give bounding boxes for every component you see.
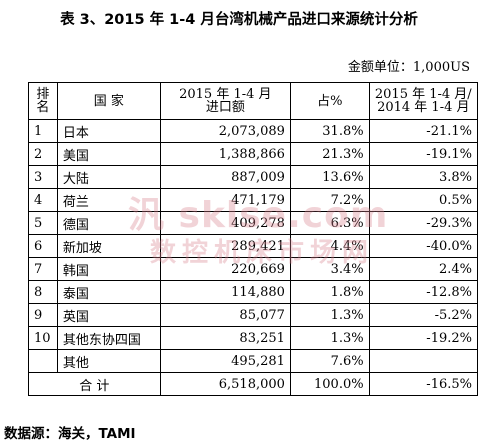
header-growth-line2: 2014 年 1-4 月 (377, 100, 470, 115)
cell-growth: 2.4% (368, 257, 478, 281)
table-row: 10 其他东协四国 83,251 1.3% -19.2% (28, 326, 478, 350)
cell-country: 新加坡 (56, 234, 161, 258)
cell-country: 德国 (56, 211, 161, 235)
cell-rank: 7 (28, 257, 58, 281)
table-row: 1 日本 2,073,089 31.8% -21.1% (28, 119, 478, 143)
cell-value: 409,278 (159, 211, 291, 235)
cell-growth: -12.8% (368, 280, 478, 304)
cell-share: 7.6% (289, 349, 370, 373)
import-source-table: 排名 国 家 2015 年 1-4 月进口额 占% 2015 年 1-4 月/2… (28, 82, 478, 396)
cell-rank: 6 (28, 234, 58, 258)
cell-share: 21.3% (289, 142, 370, 166)
cell-share: 1.3% (289, 326, 370, 350)
cell-rank: 4 (28, 188, 58, 212)
table-header-row: 排名 国 家 2015 年 1-4 月进口额 占% 2015 年 1-4 月/2… (28, 82, 478, 120)
header-share: 占% (289, 82, 370, 120)
unit-note: 金额单位：1,000US (347, 60, 470, 75)
cell-growth: -21.1% (368, 119, 478, 143)
header-value-line1: 2015 年 1-4 月 (179, 87, 272, 102)
table-row: 其他 495,281 7.6% (28, 349, 478, 373)
table-row: 6 新加坡 289,421 4.4% -40.0% (28, 234, 478, 258)
cell-share: 13.6% (289, 165, 370, 189)
total-label: 合 计 (28, 372, 161, 396)
cell-growth: -40.0% (368, 234, 478, 258)
table-row: 2 美国 1,388,866 21.3% -19.1% (28, 142, 478, 166)
cell-rank: 2 (28, 142, 58, 166)
cell-share: 1.8% (289, 280, 370, 304)
cell-rank: 8 (28, 280, 58, 304)
cell-value: 85,077 (159, 303, 291, 327)
table-row: 9 英国 85,077 1.3% -5.2% (28, 303, 478, 327)
cell-share: 7.2% (289, 188, 370, 212)
header-value-line2: 进口额 (205, 100, 245, 115)
cell-rank: 10 (28, 326, 58, 350)
cell-value: 887,009 (159, 165, 291, 189)
header-rank-line2: 名 (36, 100, 50, 115)
cell-country: 荷兰 (56, 188, 161, 212)
cell-growth: -5.2% (368, 303, 478, 327)
cell-growth: -29.3% (368, 211, 478, 235)
cell-country: 日本 (56, 119, 161, 143)
cell-value: 83,251 (159, 326, 291, 350)
header-import-value: 2015 年 1-4 月进口额 (159, 82, 291, 120)
cell-country: 英国 (56, 303, 161, 327)
table-total-row: 合 计 6,518,000 100.0% -16.5% (28, 372, 478, 396)
cell-share: 4.4% (289, 234, 370, 258)
header-growth: 2015 年 1-4 月/2014 年 1-4 月 (368, 82, 478, 120)
table-row: 5 德国 409,278 6.3% -29.3% (28, 211, 478, 235)
cell-value: 2,073,089 (159, 119, 291, 143)
total-value: 6,518,000 (159, 372, 291, 396)
document-title: 表 3、2015 年 1-4 月台湾机械产品进口来源统计分析 (60, 12, 418, 28)
cell-growth: -19.2% (368, 326, 478, 350)
cell-country: 韩国 (56, 257, 161, 281)
table-row: 3 大陆 887,009 13.6% 3.8% (28, 165, 478, 189)
cell-growth: -19.1% (368, 142, 478, 166)
cell-rank: 3 (28, 165, 58, 189)
cell-value: 495,281 (159, 349, 291, 373)
cell-country: 泰国 (56, 280, 161, 304)
total-share: 100.0% (289, 372, 370, 396)
cell-value: 114,880 (159, 280, 291, 304)
cell-rank: 1 (28, 119, 58, 143)
cell-share: 3.4% (289, 257, 370, 281)
cell-share: 6.3% (289, 211, 370, 235)
header-growth-line1: 2015 年 1-4 月/ (374, 87, 472, 102)
cell-value: 289,421 (159, 234, 291, 258)
cell-country: 大陆 (56, 165, 161, 189)
cell-country: 其他 (56, 349, 161, 373)
header-country: 国 家 (56, 82, 161, 120)
cell-country: 美国 (56, 142, 161, 166)
cell-share: 31.8% (289, 119, 370, 143)
header-rank-line1: 排 (36, 87, 50, 102)
total-growth: -16.5% (368, 372, 478, 396)
cell-growth (368, 349, 478, 373)
cell-value: 220,669 (159, 257, 291, 281)
table-row: 4 荷兰 471,179 7.2% 0.5% (28, 188, 478, 212)
cell-country: 其他东协四国 (56, 326, 161, 350)
cell-value: 1,388,866 (159, 142, 291, 166)
table-row: 8 泰国 114,880 1.8% -12.8% (28, 280, 478, 304)
data-source-note: 数据源：海关，TAMI (4, 426, 136, 442)
header-rank: 排名 (28, 82, 58, 120)
cell-rank: 5 (28, 211, 58, 235)
cell-share: 1.3% (289, 303, 370, 327)
cell-rank: 9 (28, 303, 58, 327)
cell-growth: 0.5% (368, 188, 478, 212)
cell-growth: 3.8% (368, 165, 478, 189)
cell-value: 471,179 (159, 188, 291, 212)
cell-rank (28, 349, 58, 373)
table-row: 7 韩国 220,669 3.4% 2.4% (28, 257, 478, 281)
